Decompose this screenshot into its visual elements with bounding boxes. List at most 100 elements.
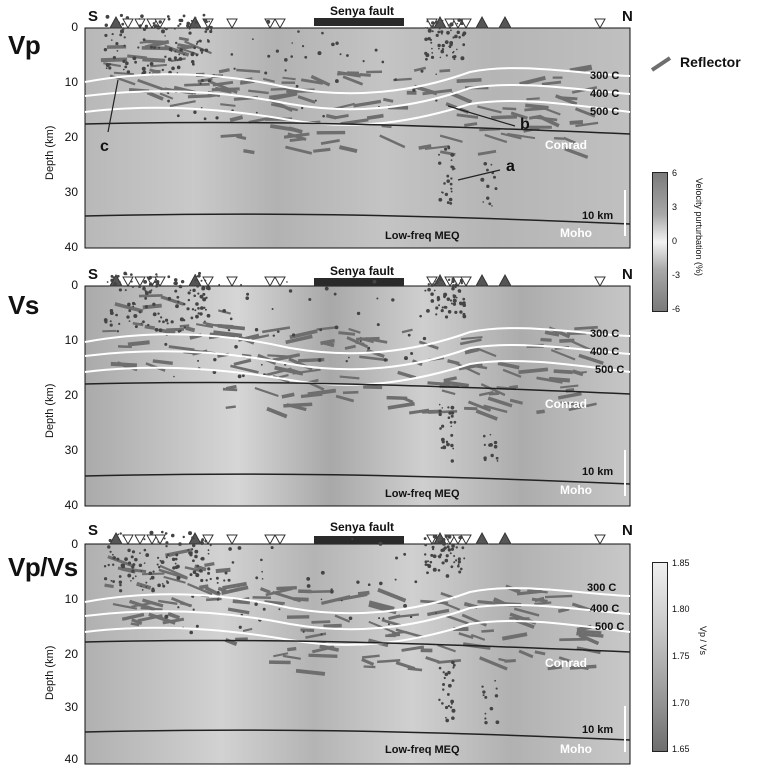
earthquake-dot: [209, 544, 212, 547]
earthquake-dot: [314, 99, 317, 102]
earthquake-dot: [429, 38, 433, 41]
earthquake-dot: [162, 320, 165, 324]
isotherm-500-label: 500 C: [590, 106, 620, 118]
isotherm-500: [84, 360, 631, 386]
earthquake-dot: [224, 571, 228, 575]
earthquake-dot: [422, 336, 427, 341]
earthquake-dot: [319, 328, 323, 332]
earthquake-dot: [455, 546, 458, 549]
earthquake-dot: [437, 43, 441, 48]
earthquake-dot: [203, 117, 207, 121]
fault-label: Senya fault: [330, 4, 395, 18]
earthquake-dot: [449, 299, 453, 302]
earthquake-dot: [351, 538, 354, 541]
earthquake-dot: [174, 41, 178, 45]
conrad-line: [84, 381, 631, 395]
reflector-segment: [243, 148, 255, 155]
station-triangle-17: [594, 276, 606, 288]
earthquake-dots: [103, 13, 498, 207]
earthquake-dot: [112, 276, 115, 279]
cb-vel-tick-6: 6: [672, 168, 678, 178]
earthquake-dot: [456, 22, 459, 25]
earthquake-dot: [261, 578, 264, 580]
earthquake-dot: [447, 24, 450, 27]
reflectors: [102, 294, 604, 421]
reflector-segment: [458, 362, 483, 371]
station-triangle-1: [122, 276, 134, 288]
station-triangle-0: [109, 531, 123, 545]
earthquake-dots: [103, 530, 500, 725]
reflector-segment: [104, 583, 114, 589]
reflector-segment: [158, 568, 188, 580]
earthquake-dot: [443, 292, 448, 297]
earthquake-dot: [378, 541, 383, 546]
earthquake-dot: [320, 633, 323, 636]
reflector-segment: [478, 391, 494, 397]
earthquake-dot: [451, 679, 455, 682]
reflector-segment: [418, 144, 432, 150]
earthquake-dot: [194, 274, 197, 276]
earthquake-dot: [173, 278, 178, 282]
earthquake-dot: [144, 289, 147, 293]
earthquake-dot: [444, 315, 449, 319]
earthquake-dot: [435, 33, 439, 37]
earthquake-dot: [453, 58, 456, 61]
station-triangle-8: [264, 276, 276, 288]
reflector-segment: [395, 628, 424, 639]
earthquake-dot: [449, 22, 454, 27]
legend-reflector-label: Reflector: [680, 54, 741, 70]
earthquake-dot: [320, 570, 325, 575]
reflector-segment: [230, 364, 259, 374]
reflector-segment: [225, 405, 236, 410]
earthquake-dot: [286, 281, 288, 283]
earthquake-dot: [202, 292, 206, 296]
earthquake-dot: [213, 357, 217, 362]
earthquake-dot: [116, 557, 120, 561]
reflector-segment: [166, 327, 185, 332]
earthquake-dot: [112, 580, 116, 583]
reflector-segment: [204, 561, 215, 568]
reflector-segment: [139, 40, 155, 44]
earthquake-dot: [267, 54, 271, 58]
reflector-segment: [281, 392, 295, 399]
fault-bar: [314, 536, 404, 544]
reflector-segment: [163, 44, 190, 57]
reflector-segment: [558, 656, 571, 663]
reflector-segment: [450, 91, 473, 104]
earthquake-dot: [403, 356, 408, 361]
earthquake-dot: [124, 289, 127, 292]
isotherm-300-label: 300 C: [590, 328, 620, 340]
reflector-segment: [536, 409, 545, 415]
earthquake-dot: [434, 554, 437, 557]
earthquake-dot: [450, 153, 455, 157]
earthquake-dot: [150, 45, 154, 49]
earthquake-dot: [144, 296, 148, 300]
station-triangle-3: [146, 534, 158, 546]
earthquake-dot: [451, 284, 456, 288]
earthquake-dot: [457, 564, 460, 568]
ytick-40: 40: [64, 752, 78, 766]
earthquake-dot: [453, 298, 456, 301]
reflector-segment: [114, 302, 144, 313]
earthquake-dot: [454, 34, 458, 39]
fault-label: Senya fault: [330, 520, 395, 534]
isotherm-500-label: 500 C: [595, 364, 625, 376]
reflector-segment: [325, 113, 337, 120]
earthquake-dot: [459, 567, 463, 571]
reflector-segment: [560, 401, 581, 407]
conrad-label: Conrad: [545, 138, 587, 152]
reflector-segment: [474, 364, 488, 370]
colorbar-velocity-swatch: [652, 172, 668, 312]
earthquake-dot: [483, 456, 487, 460]
moho-label: Moho: [560, 742, 592, 756]
earthquake-dot: [266, 19, 271, 24]
earthquake-dot: [432, 567, 437, 572]
earthquake-dot: [403, 552, 407, 556]
earthquake-dot: [191, 308, 195, 311]
earthquake-dot: [207, 571, 211, 575]
reflector-segment: [574, 325, 598, 331]
reflector-segment: [461, 336, 483, 341]
earthquake-dot: [182, 302, 186, 306]
cb-vpvs-tick-170: 1.70: [672, 698, 690, 708]
earthquake-dot: [442, 688, 445, 691]
